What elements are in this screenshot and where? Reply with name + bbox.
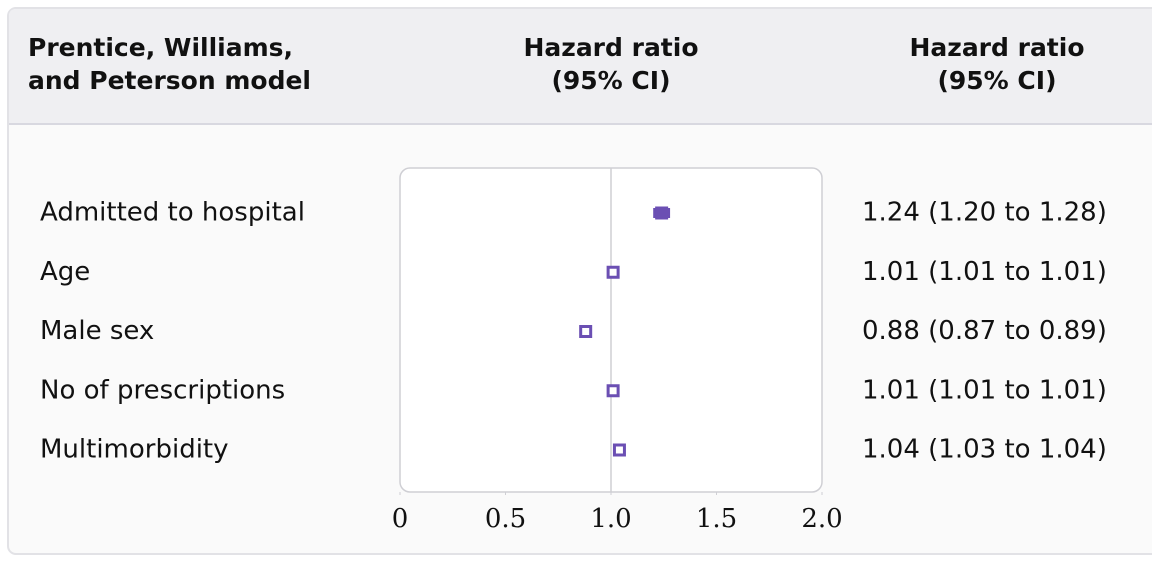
- row-label: Multimorbidity: [40, 435, 229, 465]
- x-tick-label: 2.0: [801, 504, 842, 534]
- x-tick-label: 0.5: [485, 504, 526, 534]
- x-tick-label: 1.0: [590, 504, 631, 534]
- x-tick-label: 0: [392, 504, 409, 534]
- column-header: Prentice, Williams,: [28, 33, 293, 62]
- point-estimate: [612, 443, 626, 457]
- value-label: 1.04 (1.03 to 1.04): [862, 435, 1107, 465]
- row-label: Male sex: [40, 316, 154, 346]
- point-estimate: [579, 325, 593, 338]
- point-estimate: [606, 265, 620, 279]
- column-header: Hazard ratio: [523, 33, 698, 62]
- point-estimate: [655, 206, 669, 220]
- value-label: 0.88 (0.87 to 0.89): [862, 316, 1107, 346]
- value-label: 1.01 (1.01 to 1.01): [862, 375, 1107, 405]
- column-header: (95% CI): [551, 66, 670, 95]
- row-label: Age: [40, 257, 90, 287]
- value-label: 1.01 (1.01 to 1.01): [862, 257, 1107, 287]
- x-tick-label: 1.5: [696, 504, 737, 534]
- value-label: 1.24 (1.20 to 1.28): [862, 198, 1107, 228]
- column-header: Hazard ratio: [909, 33, 1084, 62]
- row-label: No of prescriptions: [40, 375, 285, 405]
- column-header: and Peterson model: [28, 66, 311, 95]
- row-label: Admitted to hospital: [40, 198, 305, 228]
- column-header: (95% CI): [937, 66, 1056, 95]
- header-band: [9, 9, 1152, 124]
- point-estimate: [606, 384, 620, 398]
